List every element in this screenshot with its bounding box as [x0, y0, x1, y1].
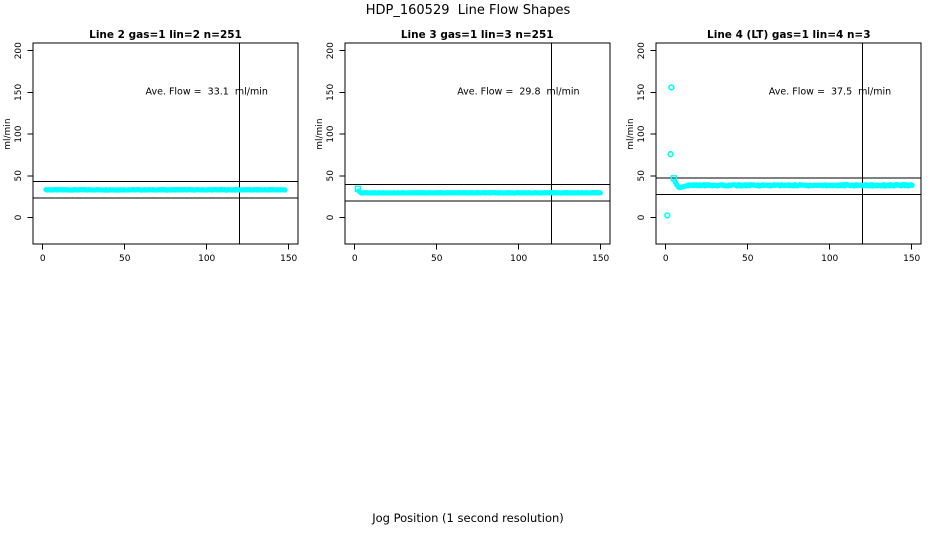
flow-point — [597, 190, 603, 196]
plot-frame — [344, 42, 611, 245]
x-tick-label: 50 — [742, 254, 754, 264]
y-axis: 0 50 100 150 200 ml/min — [626, 42, 657, 220]
y-tick-label: 50 — [14, 170, 24, 182]
ave-flow-annotation-line-3: Ave. Flow = 29.8 ml/min — [457, 86, 580, 98]
y-tick-label: 0 — [637, 214, 647, 220]
figure-title: HDP_160529 Line Flow Shapes — [365, 3, 571, 18]
x-axis: 0 50 100 150 — [663, 244, 921, 264]
x-tick-label: 100 — [198, 254, 215, 264]
y-tick-label: 150 — [326, 84, 336, 101]
y-tick-label: 100 — [637, 125, 647, 142]
data-points — [664, 84, 916, 219]
data-points — [354, 185, 603, 196]
plot-area-line-2: 0 50 100 150 200 ml/min 0 50 100 150 — [0, 30, 312, 270]
plot-svg: 0 50 100 150 200 ml/min 0 50 100 150 — [3, 42, 299, 264]
y-tick-label: 50 — [326, 170, 336, 182]
y-axis-title: ml/min — [626, 118, 636, 149]
y-tick-label: 200 — [14, 42, 24, 59]
plot-svg: 0 50 100 150 200 ml/min 0 50 100 150 — [315, 42, 611, 264]
y-tick-label: 100 — [326, 125, 336, 142]
panel-title-line-3: Line 3 gas=1 lin=3 n=251 — [400, 29, 554, 41]
y-tick-label: 50 — [637, 170, 647, 182]
x-tick-label: 150 — [280, 254, 297, 264]
y-tick-label: 200 — [637, 42, 647, 59]
panel-title-line-4: Line 4 (LT) gas=1 lin=4 n=3 — [707, 29, 871, 41]
y-tick-label: 150 — [14, 84, 24, 101]
ave-flow-annotation-line-2: Ave. Flow = 33.1 ml/min — [145, 86, 268, 98]
panel-line-3: 0 50 100 150 200 ml/min 0 50 100 150 Line 3 gas=1… — [312, 29, 624, 270]
reference-lines — [344, 43, 610, 244]
panel-line-2: 0 50 100 150 200 ml/min 0 50 100 150 Line 2 gas=1… — [0, 29, 312, 270]
x-tick-label: 50 — [119, 254, 131, 264]
x-axis: 0 50 100 150 — [40, 244, 298, 264]
panel-title-line-2: Line 2 gas=1 lin=2 n=251 — [89, 29, 242, 41]
y-axis-title: ml/min — [315, 118, 325, 149]
plot-svg: 0 50 100 150 200 ml/min 0 50 100 150 — [626, 42, 922, 264]
plot-frame — [655, 42, 922, 245]
y-tick-label: 0 — [326, 214, 336, 220]
y-axis: 0 50 100 150 200 ml/min — [3, 42, 33, 220]
x-axis-label: Jog Position (1 second resolution) — [372, 511, 564, 525]
x-tick-label: 0 — [663, 254, 669, 264]
plot-area-line-3: 0 50 100 150 200 ml/min 0 50 100 150 — [312, 30, 624, 270]
x-tick-label: 100 — [821, 254, 838, 264]
y-tick-label: 200 — [326, 42, 336, 59]
plot-area-line-4: 0 50 100 150 200 ml/min 0 50 100 150 — [623, 30, 935, 270]
x-tick-label: 150 — [903, 254, 920, 264]
x-tick-label: 100 — [510, 254, 527, 264]
y-axis: 0 50 100 150 200 ml/min — [315, 42, 345, 220]
data-points — [43, 186, 288, 193]
y-tick-label: 0 — [14, 214, 24, 220]
outlier-point — [664, 212, 671, 219]
x-tick-label: 50 — [431, 254, 443, 264]
y-axis-title: ml/min — [3, 118, 13, 149]
panel-line-4: 0 50 100 150 200 ml/min 0 50 100 150 Line 4 (LT) … — [623, 29, 935, 270]
x-axis: 0 50 100 150 — [352, 244, 609, 264]
y-tick-label: 100 — [14, 125, 24, 142]
x-tick-label: 0 — [352, 254, 358, 264]
flow-point — [282, 187, 288, 193]
x-tick-label: 0 — [40, 254, 46, 264]
outlier-point — [668, 84, 675, 91]
plot-frame — [32, 42, 299, 245]
reference-lines — [33, 43, 298, 244]
y-tick-label: 150 — [637, 84, 647, 101]
outlier-point — [667, 150, 675, 158]
x-tick-label: 150 — [592, 254, 609, 264]
ave-flow-annotation-line-4: Ave. Flow = 37.5 ml/min — [768, 86, 892, 98]
reference-lines — [656, 43, 922, 244]
flow-point — [909, 182, 916, 188]
